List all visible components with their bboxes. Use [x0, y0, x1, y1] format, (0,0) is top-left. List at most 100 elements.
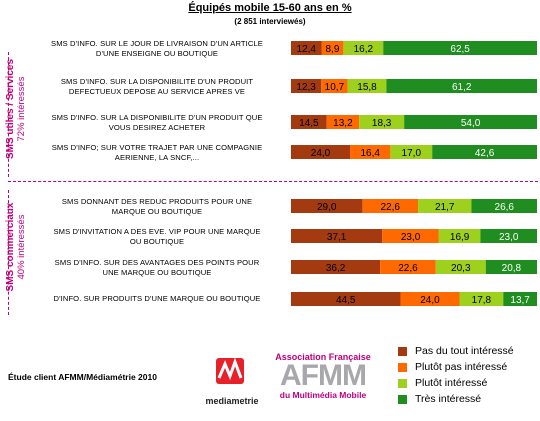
data-label: 22,6 [398, 263, 418, 274]
data-label: 16,4 [360, 148, 380, 159]
data-label: 20,3 [451, 263, 471, 274]
group-separator [8, 181, 538, 182]
bar-segment [291, 115, 327, 129]
data-label: 23,0 [499, 232, 519, 243]
chart-title: Équipés mobile 15-60 ans en % [188, 2, 352, 14]
bar-segment [383, 41, 537, 55]
legend-swatch [398, 347, 407, 356]
study-credit: Étude client AFMM/Médiamétrie 2010 [8, 372, 157, 382]
afmm-logo-top: Association Française [275, 352, 371, 362]
data-label: 20,8 [502, 263, 522, 274]
data-label: 24,0 [311, 148, 331, 159]
category-label-line2: VOUS DESIREZ ACHETER [108, 123, 206, 132]
category-label: D'INFO. SUR PRODUITS D'UNE MARQUE OU BOU… [30, 294, 284, 304]
data-label: 23,0 [401, 232, 421, 243]
category-label-line1: SMS D'INFO. SUR LA DISPONIBILITE D'UN PR… [60, 77, 254, 86]
category-label-line2: DEFECTUEUX DEPOSE AU SERVICE APRES VE [68, 87, 246, 96]
afmm-logo-main: AFMM [280, 359, 367, 392]
bar-segment [390, 145, 433, 159]
data-label: 44,5 [336, 295, 356, 306]
bar-segment [459, 292, 504, 306]
legend-swatch [398, 395, 407, 404]
data-label: 18,3 [372, 118, 392, 129]
stacked-bar-chart: 12,4 8,9 16,2 62,5 12,3 10,7 15,8 61,2 14,5 13,2 1… [291, 41, 537, 306]
data-label: 36,2 [326, 263, 346, 274]
bar-segment [432, 145, 537, 159]
data-label: 29,0 [317, 202, 337, 213]
category-label-line2: AERIENNE, LA SNCF,... [114, 153, 200, 162]
category-label-line1: SMS D'INFO. SUR LA DISPONIBILITE D'UN PR… [51, 113, 263, 122]
category-label-line2: D'UNE ENSEIGNE OU BOUTIQUE [95, 49, 219, 58]
group-bracket-commercial [8, 190, 9, 315]
category-label: SMS D'INFO. SUR DES AVANTAGES DES POINTS… [30, 258, 284, 278]
bar-segment [291, 260, 381, 274]
category-label-line1: SMS D'INFO; SUR VOTRE TRAJET PAR UNE COM… [51, 143, 263, 152]
bar-segment [291, 229, 383, 243]
category-label: SMS D'INFO; SUR VOTRE TRAJET PAR UNE COM… [30, 143, 284, 163]
data-label: 17,0 [402, 148, 422, 159]
category-label: SMS D'INVITATION A DES EVE. VIP POUR UNE… [30, 227, 284, 247]
data-label: 62,5 [450, 44, 470, 55]
data-label: 26,6 [495, 202, 515, 213]
mediametrie-logo-icon [216, 357, 244, 384]
bar-segment [404, 115, 537, 129]
data-label: 17,8 [472, 295, 492, 306]
category-label-line2: MARQUE OU BOUTIQUE [111, 207, 203, 216]
bar-segment [359, 115, 405, 129]
data-label: 54,0 [461, 118, 481, 129]
bar-segment [418, 199, 472, 213]
data-label: 37,1 [327, 232, 347, 243]
legend-label: Plutôt intéressé [415, 377, 488, 389]
data-label: 24,0 [420, 295, 440, 306]
bar-segment [503, 292, 537, 306]
data-label: 13,2 [333, 118, 353, 129]
category-label-line2: UNE MARQUE OU BOUTIQUE [102, 268, 212, 277]
data-label: 15,8 [357, 82, 377, 93]
data-label: 12,3 [296, 82, 316, 93]
legend-swatch [398, 363, 407, 372]
category-label: SMS D'INFO. SUR LE JOUR DE LIVRAISON D'U… [30, 39, 284, 59]
data-label: 16,9 [450, 232, 470, 243]
data-label: 8,9 [325, 44, 339, 55]
bar-segment [347, 79, 387, 93]
mediametrie-logo-text: mediametrie [205, 396, 259, 406]
category-label: SMS D'INFO. SUR LA DISPONIBILITE D'UN PR… [30, 77, 284, 97]
data-label: 14,5 [299, 118, 319, 129]
bar-segment [382, 229, 439, 243]
category-label-line1: SMS D'INFO. SUR DES AVANTAGES DES POINTS… [54, 258, 260, 267]
category-label: SMS D'INFO. SUR LA DISPONIBILITE D'UN PR… [30, 113, 284, 133]
chart-subtitle: (2 851 interviewés) [234, 17, 306, 26]
data-label: 12,4 [297, 44, 317, 55]
category-label-line2: OU BOUTIQUE [129, 237, 185, 246]
data-label: 21,7 [435, 202, 455, 213]
bar-segment [485, 260, 537, 274]
legend-label: Très intéressé [415, 393, 482, 405]
bar-segment [291, 292, 401, 306]
afmm-logo: Association Française AFMM du Multimédia… [267, 352, 379, 414]
legend-label: Plutôt pas intéressé [415, 361, 508, 373]
bar-segment [400, 292, 460, 306]
bar-segment [435, 260, 486, 274]
data-label: 22,6 [381, 202, 401, 213]
bar-segment [438, 229, 481, 243]
bar-segment [291, 145, 351, 159]
bar-segment [291, 79, 322, 93]
bar-segment [291, 199, 363, 213]
category-label-line1: SMS DONNANT DES REDUC PRODUITS POUR UNE [61, 197, 253, 206]
data-label: 16,2 [354, 44, 374, 55]
bar-segment [386, 79, 537, 93]
afmm-logo-bottom: du Multimédia Mobile [279, 390, 367, 400]
bar-segment [321, 41, 344, 55]
data-label: 42,6 [475, 148, 495, 159]
legend-label: Pas du tout intéressé [415, 345, 514, 357]
bar-segment [321, 79, 348, 93]
bar-segment [480, 229, 537, 243]
category-label-line1: D'INFO. SUR PRODUITS D'UNE MARQUE OU BOU… [53, 294, 261, 303]
group-bracket-services [8, 52, 9, 177]
bar-segment [343, 41, 384, 55]
data-label: 10,7 [325, 82, 345, 93]
data-label: 13,7 [510, 295, 530, 306]
bar-segment [380, 260, 436, 274]
category-label-line1: SMS D'INVITATION A DES EVE. VIP POUR UNE… [53, 227, 261, 236]
bar-segment [291, 41, 322, 55]
